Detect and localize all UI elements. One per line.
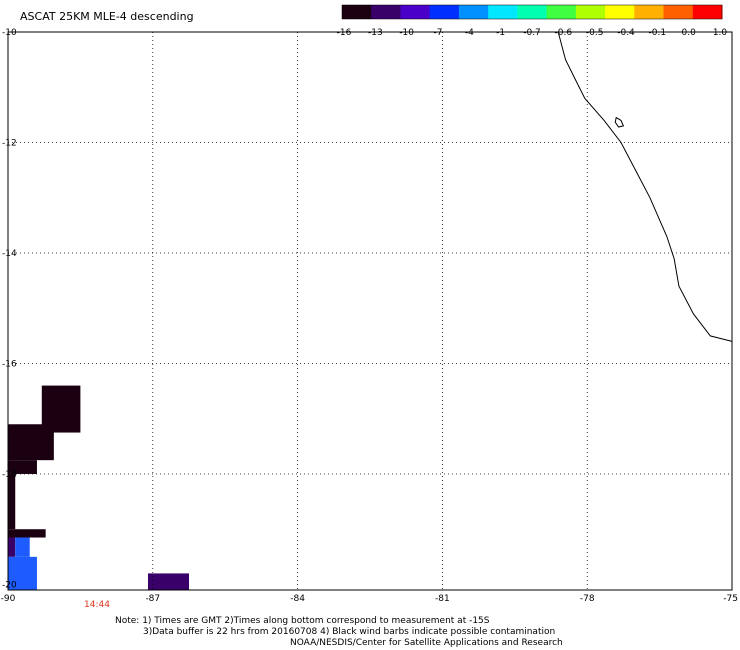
colorbar-tick-label: -1 — [496, 28, 505, 38]
wind-cell — [147, 573, 189, 590]
longitude-label: -78 — [580, 594, 595, 604]
note-line-3: NOAA/NESDIS/Center for Satellite Applica… — [290, 638, 563, 648]
colorbar-tick-label: -10 — [399, 28, 414, 38]
longitude-label: -81 — [435, 594, 450, 604]
time-label: 14:44 — [84, 600, 110, 610]
note-line-2: 3)Data buffer is 22 hrs from 20160708 4)… — [143, 627, 556, 637]
wind-cell — [8, 460, 37, 474]
lat-lon-grid — [8, 32, 732, 590]
note-line-1: Note: 1) Times are GMT 2)Times along bot… — [115, 616, 490, 626]
colorbar-tick-label: 0.0 — [682, 28, 697, 38]
coastline — [557, 31, 733, 342]
map-frame — [7, 31, 733, 591]
longitude-label: -90 — [1, 594, 16, 604]
colorbar-segment — [517, 5, 548, 19]
wind-cell — [8, 556, 37, 590]
colorbar-segment — [488, 5, 518, 19]
colorbar: -16 -13 -10 -7 -4 -1 -0.7 -0.6 -0.5 -0.4 -0.1 0.0 1.… — [337, 4, 728, 38]
colorbar-segment — [400, 5, 431, 19]
colorbar-segment — [605, 5, 635, 19]
wind-cell — [8, 537, 16, 557]
wind-data-cells — [8, 385, 189, 590]
colorbar-segment — [663, 5, 694, 19]
colorbar-tick-label: -0.7 — [523, 28, 541, 38]
map-title: ASCAT 25KM MLE-4 descending — [20, 10, 194, 23]
colorbar-border — [341, 4, 723, 20]
colorbar-segment — [634, 5, 665, 19]
coastline-path — [557, 31, 733, 342]
colorbar-segment — [458, 5, 489, 19]
longitude-label: -84 — [290, 594, 305, 604]
colorbar-tick-label: -7 — [434, 28, 443, 38]
wind-cell — [15, 537, 30, 557]
latitude-label: -20 — [2, 580, 17, 590]
latitude-label: -12 — [2, 138, 17, 148]
colorbar-tick-label: -0.1 — [649, 28, 667, 38]
colorbar-segment — [546, 5, 577, 19]
wind-cell — [8, 424, 54, 461]
wind-cell — [8, 473, 16, 530]
colorbar-tick-label: -0.4 — [617, 28, 635, 38]
island-outline — [614, 116, 625, 128]
latitude-label: -18 — [2, 470, 17, 480]
colorbar-tick-label: -0.5 — [586, 28, 604, 38]
colorbar-segment — [371, 5, 401, 19]
wind-cell — [8, 529, 46, 538]
colorbar-segment — [342, 5, 372, 19]
colorbar-tick-label: 1.0 — [713, 28, 728, 38]
colorbar-tick-label: -13 — [368, 28, 383, 38]
longitude-label: -75 — [723, 594, 738, 604]
latitude-label: -10 — [2, 28, 17, 38]
latitude-label: -16 — [2, 359, 17, 369]
axis-labels: -10 -12 -14 -16 -18 -20 -90 -87 -84 -81 -78 -75 — [1, 28, 738, 604]
latitude-label: -14 — [2, 249, 17, 259]
colorbar-segment — [429, 5, 460, 19]
colorbar-tick-label: -4 — [465, 28, 474, 38]
colorbar-segment — [575, 5, 606, 19]
colorbar-segment — [692, 5, 723, 19]
colorbar-tick-label: -0.6 — [555, 28, 573, 38]
colorbar-tick-label: -16 — [337, 28, 352, 38]
longitude-label: -87 — [145, 594, 160, 604]
